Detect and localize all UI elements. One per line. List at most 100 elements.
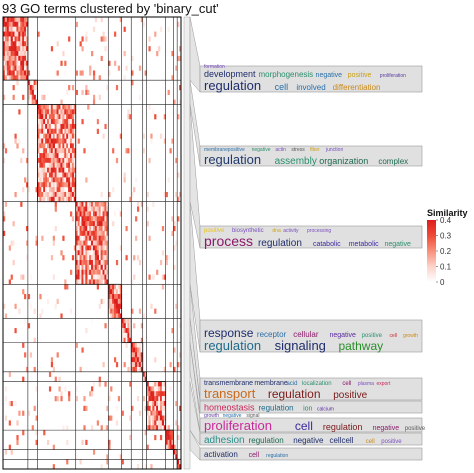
heatmap-cell [129,381,132,387]
heatmap-cell [24,17,27,23]
heatmap-cell [62,177,65,183]
heatmap-cell [45,187,48,193]
heatmap-cell [52,240,55,246]
heatmap-cell [142,371,145,377]
heatmap-cell [24,177,27,183]
heatmap-cell [136,352,140,358]
heatmap-cell [96,128,99,134]
heatmap-cell [89,221,92,227]
heatmap-cell [92,230,96,237]
heatmap-cell [16,55,19,62]
heatmap-cell [108,191,111,198]
wordcloud-word: cell [249,452,260,459]
heatmap-cell [3,31,6,37]
heatmap-cell [43,104,46,110]
heatmap-cell [60,138,63,144]
heatmap-cell [102,260,105,266]
heatmap-cell [96,260,99,266]
heatmap-cell [114,313,117,319]
heatmap-cell [150,386,153,392]
heatmap-cell [75,206,78,212]
heatmap-cell [77,250,80,256]
heatmap-cell [96,245,99,251]
heatmap-cell [100,279,103,285]
heatmap-cell [163,410,166,416]
heatmap-cell [18,410,21,416]
heatmap-cell [127,318,130,324]
heatmap-cell [64,119,67,125]
heatmap-cell [16,80,19,86]
heatmap-cell [18,109,21,115]
heatmap-cell [68,167,71,173]
heatmap-cell [50,357,54,363]
heatmap-cell [77,245,80,251]
heatmap-cell [64,148,67,154]
heatmap-cell [110,313,113,319]
heatmap-cell [73,128,77,134]
heatmap-cell [50,143,54,149]
heatmap-cell [177,425,180,431]
heatmap-cell [16,70,19,76]
heatmap-cell [92,235,96,241]
heatmap-cell [115,157,119,164]
heatmap-cell [161,381,165,387]
heatmap-cell [75,235,78,241]
heatmap-cell [6,41,10,47]
heatmap-cell [16,41,19,47]
heatmap-cell [161,391,165,397]
heatmap-cell [3,26,6,32]
heatmap-cell [56,119,59,125]
heatmap-cell [163,114,166,120]
heatmap-cell [85,260,88,266]
heatmap-cell [25,157,29,164]
heatmap-cell [92,240,96,246]
wordcloud-word: involved [296,83,325,92]
heatmap-cell [62,162,65,168]
heatmap-cell [127,337,130,343]
heatmap-cell [33,94,36,100]
heatmap-cell [89,225,92,232]
heatmap-cell [115,308,119,314]
heatmap-cell [156,396,159,402]
heatmap-cell [60,104,63,110]
heatmap-cell [123,323,126,329]
heatmap-cell [175,109,178,115]
heatmap-cell [167,430,170,436]
heatmap-cell [45,109,48,115]
heatmap-cell [85,250,88,256]
heatmap-cell [119,17,122,23]
heatmap-cell [108,298,111,305]
heatmap-cell [54,177,57,183]
heatmap-cell [171,430,174,436]
heatmap-cell [77,230,80,237]
heatmap-cell [22,410,25,416]
heatmap-cell [4,449,8,455]
heatmap-cell [138,410,142,416]
heatmap-cell [35,386,38,392]
heatmap-cell [165,444,168,450]
heatmap-cell [25,36,29,42]
heatmap-cell [22,55,25,62]
heatmap-cell [98,250,101,256]
heatmap-cell [58,143,61,149]
heatmap-cell [79,260,82,266]
heatmap-cell [8,75,11,81]
heatmap-cell [4,17,8,23]
heatmap-cell [25,51,29,57]
heatmap-cell [54,138,57,144]
heatmap-cell [45,114,48,120]
heatmap-cell [165,191,168,198]
heatmap-cell [102,201,105,207]
heatmap-cell [85,264,88,271]
heatmap-cell [85,274,88,280]
heatmap-cell [75,225,78,232]
heatmap-cell [150,400,153,407]
heatmap-cell [112,303,115,309]
heatmap-cell [47,133,50,139]
heatmap-cell [83,225,86,232]
heatmap-cell [102,240,105,246]
heatmap-cell [87,264,90,271]
wordcloud-word: acid [286,381,297,387]
heatmap-cell [66,439,69,445]
heatmap-cell [171,75,174,81]
